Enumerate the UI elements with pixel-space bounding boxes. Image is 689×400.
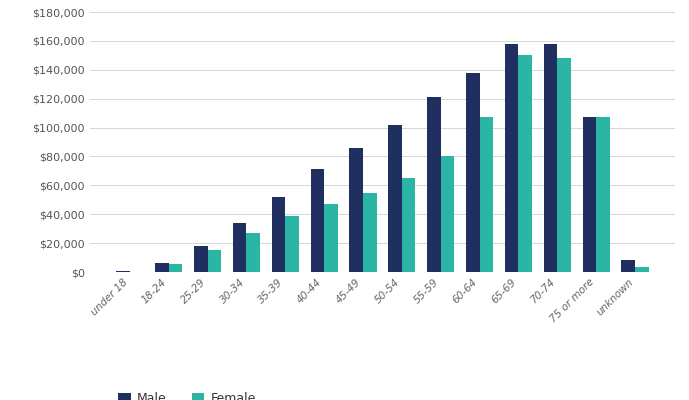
- Bar: [247, 233, 260, 272]
- Bar: [207, 250, 221, 272]
- Bar: [349, 148, 363, 272]
- Bar: [518, 55, 532, 272]
- Bar: [480, 118, 493, 272]
- Legend: Male, Female: Male, Female: [114, 388, 261, 400]
- Bar: [402, 178, 415, 272]
- Bar: [557, 58, 571, 272]
- Bar: [285, 216, 299, 272]
- Bar: [363, 192, 377, 272]
- Bar: [441, 156, 454, 272]
- Bar: [388, 125, 402, 272]
- Bar: [544, 44, 557, 272]
- Bar: [271, 197, 285, 272]
- Bar: [324, 204, 338, 272]
- Bar: [169, 264, 183, 272]
- Bar: [427, 97, 441, 272]
- Bar: [596, 118, 610, 272]
- Bar: [635, 267, 648, 272]
- Bar: [621, 260, 635, 272]
- Bar: [233, 223, 247, 272]
- Bar: [466, 73, 480, 272]
- Bar: [311, 170, 324, 272]
- Bar: [582, 118, 596, 272]
- Bar: [155, 263, 169, 272]
- Bar: [505, 44, 518, 272]
- Bar: [194, 246, 207, 272]
- Bar: [116, 270, 130, 272]
